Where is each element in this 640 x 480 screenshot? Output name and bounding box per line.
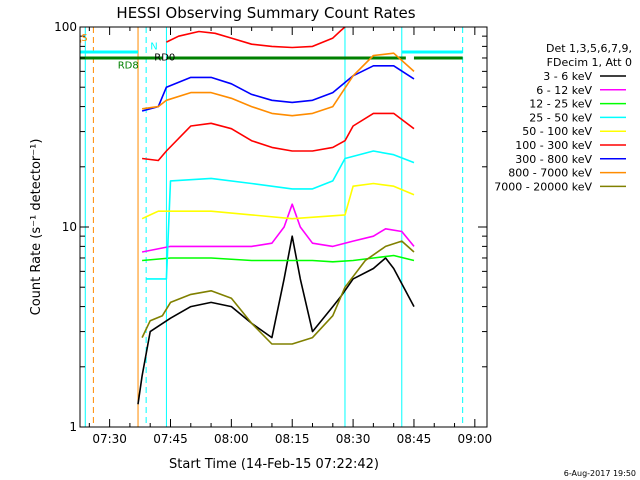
- series-line: [166, 26, 346, 49]
- y-axis: 1 10 100: [54, 20, 487, 434]
- y-tick-label: 10: [62, 220, 77, 234]
- series-layer: [137, 26, 415, 405]
- series-line: [137, 235, 415, 405]
- generated-timestamp: 6-Aug-2017 19:50: [564, 469, 636, 478]
- legend-label: 12 - 25 keV: [529, 98, 592, 111]
- legend-label: 300 - 800 keV: [515, 153, 592, 166]
- x-tick-label: 08:15: [275, 432, 310, 446]
- series-line: [141, 182, 415, 220]
- y-tick-label: 1: [69, 420, 77, 434]
- x-tick-label: 09:00: [458, 432, 493, 446]
- vertical-markers: [84, 27, 464, 427]
- y-axis-title: Count Rate (s⁻¹ detector⁻¹): [29, 139, 44, 316]
- chart-title: HESSI Observing Summary Count Rates: [116, 4, 415, 22]
- legend-header-line-1: Det 1,3,5,6,7,9,: [546, 42, 632, 55]
- x-tick-label: 07:30: [92, 432, 127, 446]
- x-tick-label: 08:00: [214, 432, 249, 446]
- legend-label: 25 - 50 keV: [529, 111, 592, 124]
- annotation-label: RD0: [154, 52, 175, 63]
- legend: Det 1,3,5,6,7,9, FDecim 1, Att 0 3 - 6 k…: [494, 42, 632, 193]
- legend-label: 7000 - 20000 keV: [494, 180, 592, 193]
- x-axis: 07:30 07:45 08:00 08:15 08:30 08:45 09:00: [88, 27, 493, 446]
- annotation-label: RD8: [118, 61, 139, 72]
- series-line: [141, 240, 415, 345]
- legend-label: 100 - 300 keV: [515, 139, 592, 152]
- series-line: [141, 203, 415, 253]
- y-tick-label: 100: [54, 20, 77, 34]
- legend-label: 3 - 6 keV: [543, 70, 592, 83]
- series-line: [142, 254, 415, 263]
- series-line: [141, 65, 415, 112]
- legend-label: 800 - 7000 keV: [508, 167, 592, 180]
- x-tick-label: 08:30: [336, 432, 371, 446]
- annotation-label: S: [81, 33, 87, 44]
- series-line: [141, 52, 415, 117]
- series-line: [142, 112, 415, 162]
- legend-header-line-2: FDecim 1, Att 0: [547, 56, 632, 69]
- annotation-label: N: [150, 42, 157, 53]
- legend-label: 50 - 100 keV: [522, 125, 592, 138]
- x-tick-label: 07:45: [153, 432, 188, 446]
- x-tick-label: 08:45: [397, 432, 432, 446]
- legend-label: 6 - 12 keV: [536, 84, 592, 97]
- x-axis-title: Start Time (14-Feb-15 07:22:42): [169, 457, 379, 472]
- series-line: [146, 150, 415, 280]
- state-bars: [80, 39, 463, 60]
